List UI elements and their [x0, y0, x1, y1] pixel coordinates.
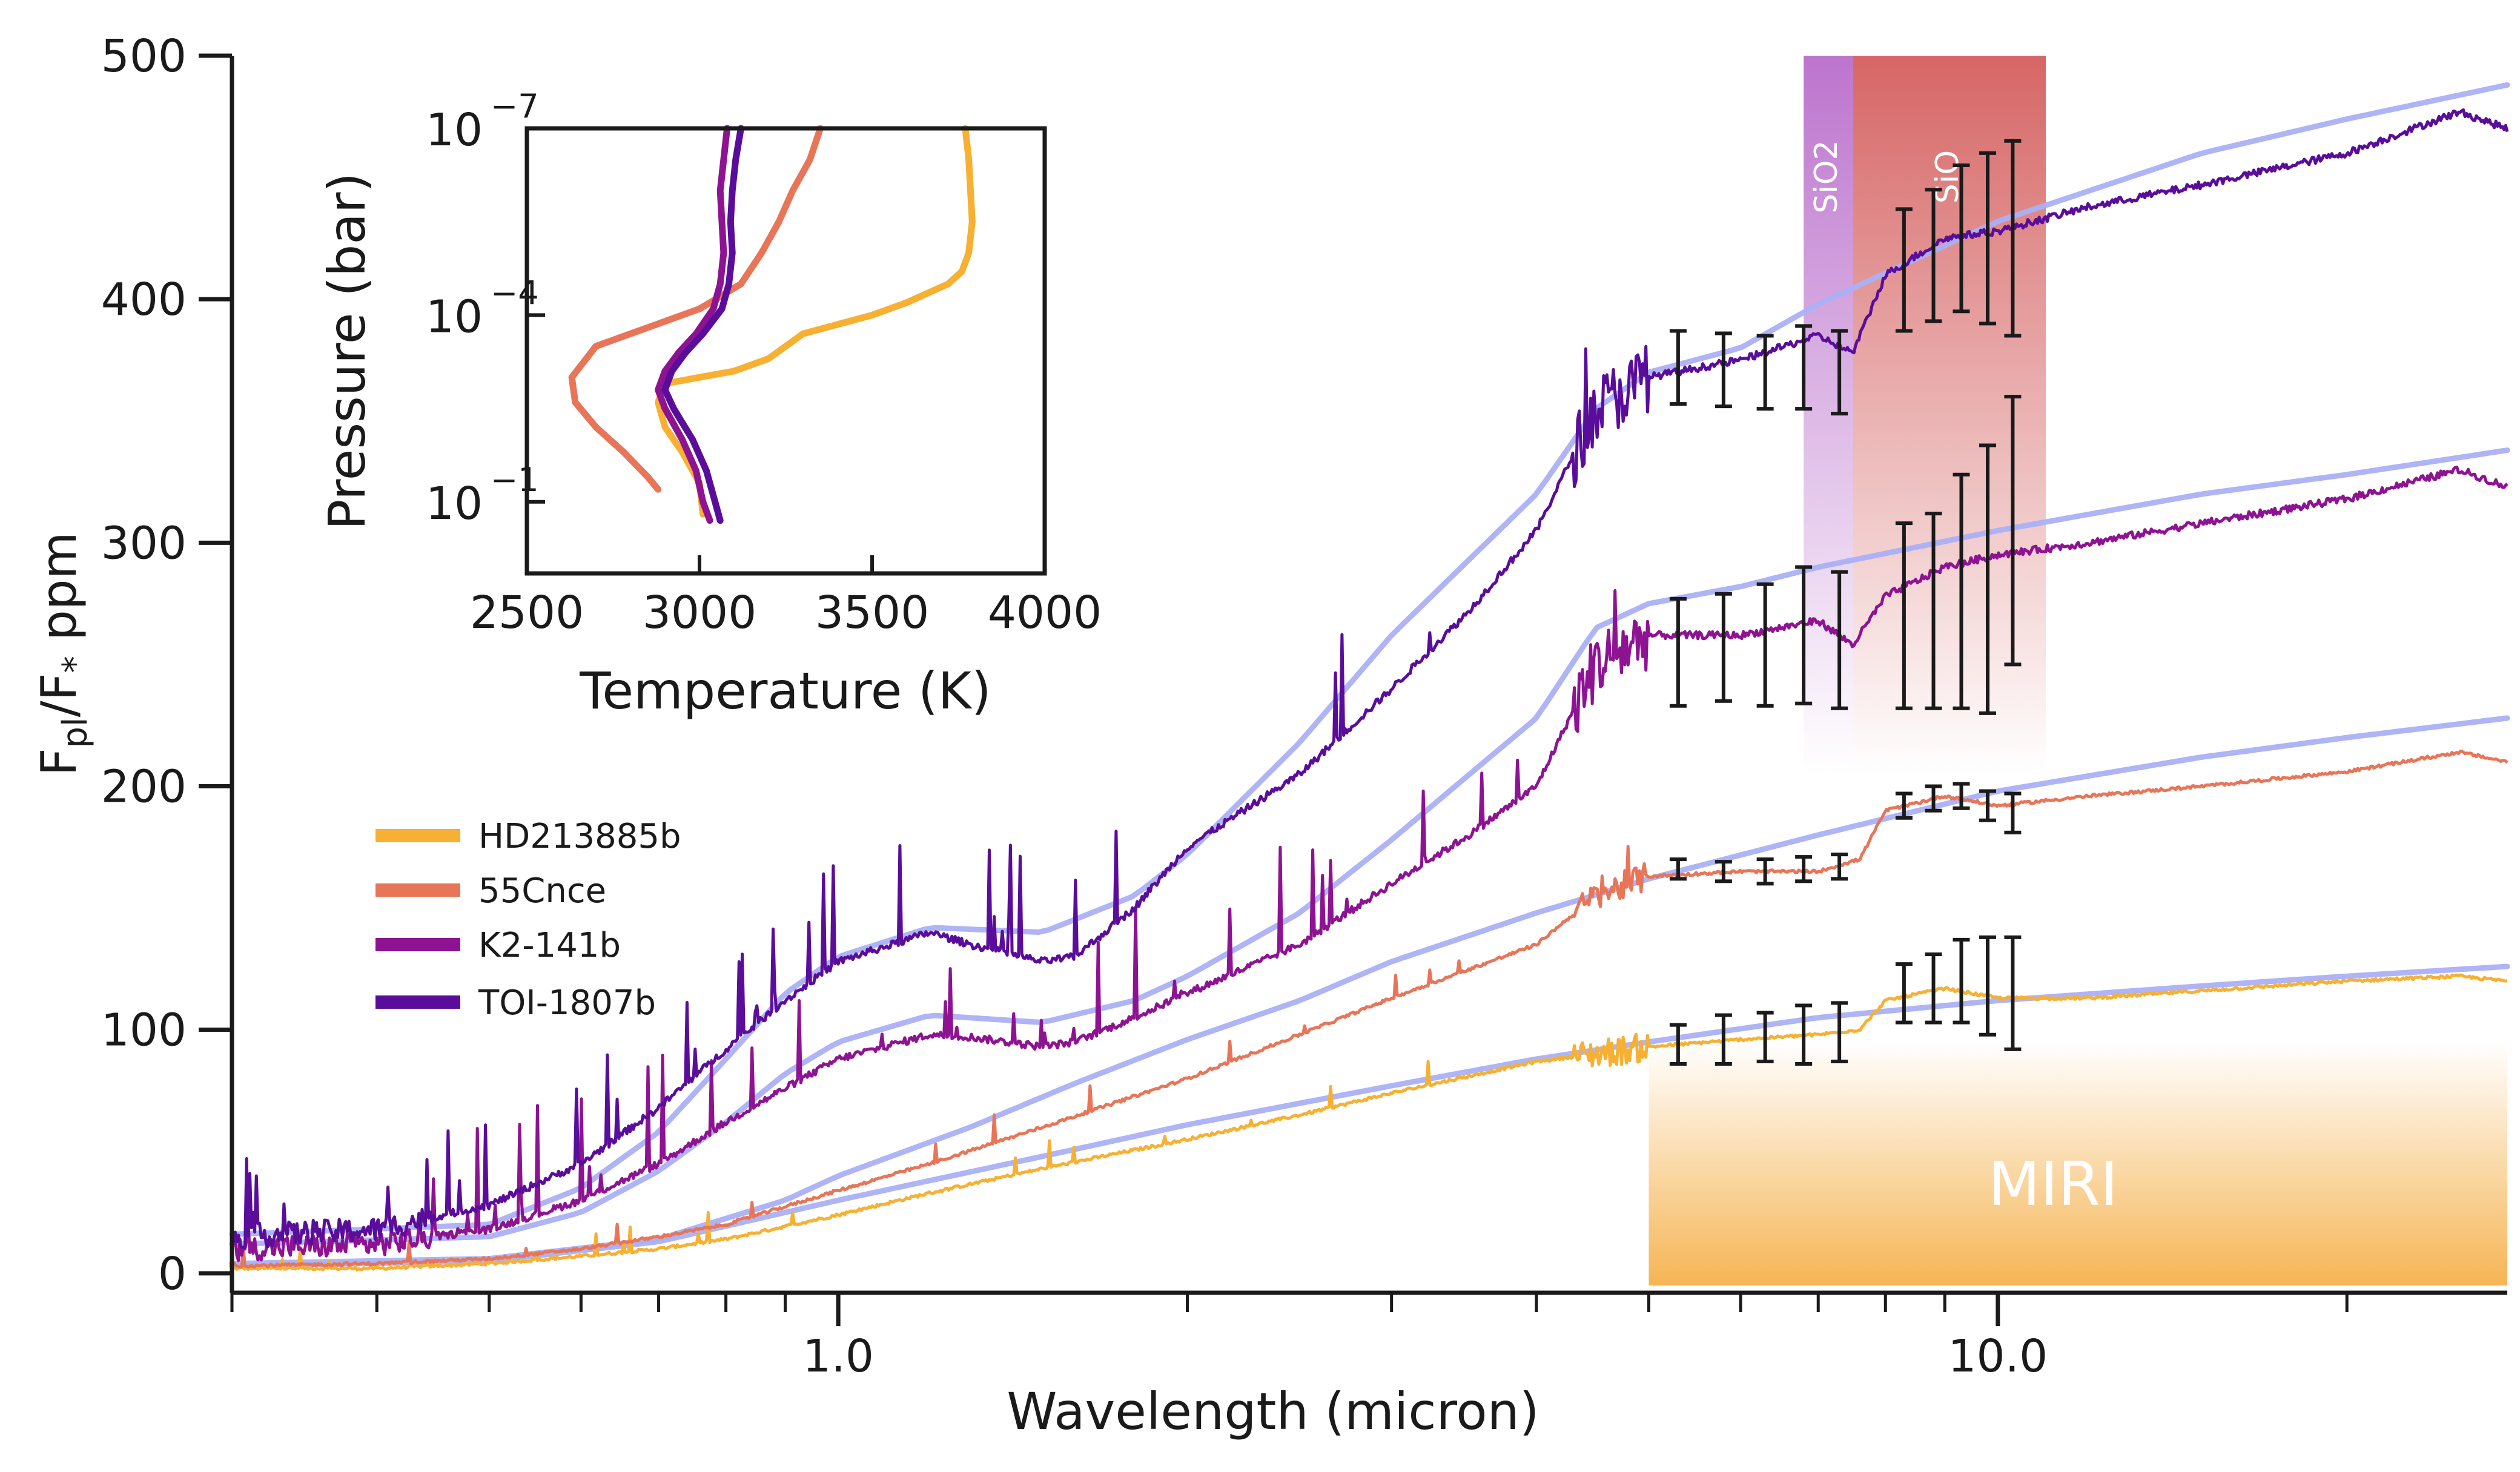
ytick-label-100: 100: [101, 1005, 187, 1057]
inset-ytick-label-0: 10: [426, 104, 483, 156]
hd213885b-spectrum: [231, 973, 2508, 1272]
models-layer: [229, 82, 2510, 1269]
eb-hd213885b-point: [2004, 935, 2022, 1051]
eb-toi-1807b-point: [1953, 163, 1970, 314]
main-axes: 0 100 200 300 400 500 1.0 10.0: [101, 30, 2507, 1382]
ytick-label-400: 400: [101, 274, 187, 326]
inset-ylabel: Pressure (bar): [317, 173, 377, 530]
eb-hd213885b-point: [1715, 1013, 1732, 1066]
inset-ytick-exp-0: −7: [491, 87, 539, 125]
eb-k2-141b-point: [1795, 565, 1813, 705]
eb-hd213885b-point: [1925, 952, 1942, 1025]
inset-k2-141b-profile: [655, 125, 731, 524]
main-xlabel: Wavelength (micron): [1007, 1382, 1539, 1441]
inset-xtick-label-4000: 4000: [988, 587, 1102, 639]
eb-k2-141b-point: [2004, 395, 2022, 667]
eb-k2-141b-point: [1979, 443, 1997, 715]
55cnce-spectrum: [230, 750, 2508, 1269]
ytick-label-300: 300: [101, 517, 187, 569]
eb-toi-1807b-point: [1979, 151, 1997, 326]
legend-label-k2-141b: K2-141b: [478, 926, 621, 965]
eb-k2-141b-point: [1831, 570, 1848, 710]
ytick-label-500: 500: [101, 30, 187, 82]
eb-k2-141b-point: [1895, 521, 1913, 710]
inset-55cnce-profile: [568, 125, 824, 493]
legend-label-55cnce: 55Cnce: [478, 871, 606, 911]
eb-55cnce-point: [1895, 791, 1913, 820]
eb-toi-1807b-point: [1831, 329, 1848, 416]
eb-k2-141b-point: [1756, 582, 1774, 708]
series-layer: [230, 108, 2509, 1272]
band-label-sio2: SiO2: [1808, 140, 1845, 213]
ylabel-sub-star: *: [56, 656, 95, 673]
eb-hd213885b-point: [1795, 1003, 1813, 1066]
eb-toi-1807b-point: [1795, 324, 1813, 411]
inset-ytick-label-1: 10: [426, 291, 483, 343]
inset-ytick-exp-2: −1: [491, 461, 539, 499]
errorbar-layer: [1669, 139, 2022, 1066]
inset-xtick-label-3000: 3000: [643, 587, 756, 639]
eb-hd213885b-point: [1895, 962, 1913, 1025]
eb-toi-1807b-point: [1715, 331, 1732, 409]
model-toi-1807b-line: [229, 82, 2510, 1237]
toi-1807b-spectrum: [230, 108, 2509, 1250]
eb-hd213885b-point: [1953, 937, 1970, 1025]
eb-toi-1807b-point: [1895, 207, 1913, 333]
inset-hd213885b-profile: [655, 125, 976, 518]
eb-hd213885b-point: [1669, 1023, 1687, 1066]
model-k2-141b-line: [229, 447, 2510, 1247]
eb-k2-141b-point: [1715, 592, 1732, 703]
eb-55cnce-point: [2004, 791, 2022, 834]
legend-label-toi-1807b: TOI-1807b: [478, 983, 656, 1023]
ylabel-ppm: ppm: [31, 532, 87, 656]
legend: HD213885b 55Cnce K2-141b TOI-1807b: [375, 817, 681, 1023]
eb-55cnce-point: [1669, 857, 1687, 881]
eb-55cnce-point: [1795, 855, 1813, 883]
inset-ytick-label-2: 10: [426, 478, 483, 530]
inset-ytick-exp-1: −4: [491, 274, 539, 312]
eb-55cnce-point: [1756, 857, 1774, 886]
inset-background: [527, 128, 1045, 573]
eb-k2-141b-point: [1669, 596, 1687, 708]
eb-hd213885b-point: [1979, 935, 1997, 1037]
legend-label-hd213885b: HD213885b: [478, 817, 681, 856]
inset-xlabel: Temperature (K): [579, 661, 991, 721]
eb-toi-1807b-point: [1925, 188, 1942, 323]
eb-55cnce-point: [1925, 784, 1942, 813]
ylabel-slash-f: /F: [31, 673, 87, 717]
ylabel-f: F: [31, 748, 87, 776]
miri-label: MIRI: [1988, 1149, 2118, 1220]
ytick-label-0: 0: [158, 1248, 187, 1300]
eb-toi-1807b-point: [1756, 334, 1774, 411]
inset-series-layer: [568, 125, 976, 524]
miri-band: [1649, 1041, 2507, 1286]
eb-hd213885b-point: [1756, 1011, 1774, 1063]
inset-toi-1807b-profile: [661, 125, 744, 524]
eb-k2-141b-point: [1953, 472, 1970, 710]
inset-frame: [524, 126, 1047, 576]
eb-toi-1807b-point: [2004, 139, 2022, 338]
inset-xtick-label-3500: 3500: [815, 587, 929, 639]
bands-layer: SiO2 SiO: [1649, 56, 2507, 1286]
eb-k2-141b-point: [1925, 512, 1942, 710]
eb-hd213885b-point: [1831, 1001, 1848, 1063]
eb-55cnce-point: [1831, 853, 1848, 881]
main-ylabel: Fpl/F* ppm: [31, 532, 95, 776]
eb-55cnce-point: [1953, 782, 1970, 810]
xtick-label-10: 10.0: [1948, 1330, 2048, 1382]
inset-xtick-label-2500: 2500: [470, 587, 584, 639]
ylabel-sub-pl: pl: [56, 717, 95, 748]
eb-55cnce-point: [1715, 860, 1732, 883]
eb-55cnce-point: [1979, 789, 1997, 822]
ytick-label-200: 200: [101, 761, 187, 813]
model-55cnce-line: [229, 715, 2510, 1267]
eb-toi-1807b-point: [1669, 329, 1687, 406]
k2-141b-spectrum: [230, 465, 2508, 1262]
xtick-label-1: 1.0: [802, 1330, 874, 1382]
